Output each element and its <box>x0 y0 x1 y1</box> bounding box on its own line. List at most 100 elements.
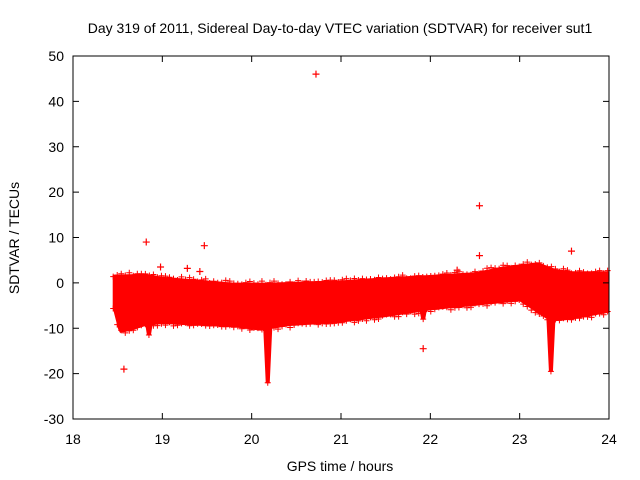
band-marker <box>592 268 599 275</box>
band-marker <box>556 268 563 275</box>
band-marker <box>520 301 527 308</box>
x-tick-label: 23 <box>512 431 528 447</box>
band-marker <box>375 274 382 281</box>
band-marker <box>351 319 358 326</box>
band-marker <box>258 278 265 285</box>
band-marker <box>379 312 386 319</box>
chart-title: Day 319 of 2011, Sidereal Day-to-day VTE… <box>88 20 593 36</box>
band-marker <box>110 273 117 280</box>
band-marker <box>114 272 121 279</box>
band-marker <box>520 261 527 268</box>
band-marker <box>174 277 181 284</box>
band-marker <box>118 327 125 334</box>
band-marker <box>480 300 487 307</box>
y-tick-label: -20 <box>44 366 64 382</box>
band-marker <box>130 327 137 334</box>
band-marker <box>427 308 434 315</box>
band-marker <box>242 323 249 330</box>
band-marker <box>222 323 229 330</box>
band-marker <box>335 278 342 285</box>
band-marker <box>528 307 535 314</box>
band-marker <box>186 274 193 281</box>
band-marker <box>319 320 326 327</box>
band-marker <box>584 313 591 320</box>
band-marker <box>467 304 474 311</box>
outlier-point <box>475 252 483 260</box>
band-marker <box>459 302 466 309</box>
band-marker <box>166 319 173 326</box>
y-tick-label: -30 <box>44 411 64 427</box>
plot-frame <box>72 55 610 420</box>
spike <box>263 327 273 384</box>
band-marker <box>122 329 129 336</box>
band-marker <box>504 262 511 269</box>
x-tick-label: 18 <box>65 431 81 447</box>
band-marker <box>435 304 442 311</box>
x-tick-label: 19 <box>155 431 171 447</box>
band-marker <box>214 322 221 329</box>
band-marker <box>516 263 523 270</box>
band-marker <box>303 277 310 284</box>
band-marker <box>447 271 454 278</box>
band-marker <box>552 265 559 272</box>
band-marker <box>423 273 430 280</box>
band-marker <box>367 314 374 321</box>
band-marker <box>234 323 241 330</box>
band-marker <box>508 300 515 307</box>
band-marker <box>250 280 257 287</box>
band-marker <box>271 278 277 285</box>
band-marker <box>275 326 282 333</box>
outlier-point <box>475 202 483 210</box>
band-marker <box>403 311 410 318</box>
band-marker <box>443 304 450 311</box>
band-marker <box>568 270 575 277</box>
band-marker <box>158 320 165 327</box>
band-marker <box>226 322 233 329</box>
band-marker <box>439 271 446 278</box>
band-marker <box>604 267 611 274</box>
band-marker <box>339 276 346 283</box>
band-marker <box>415 272 422 279</box>
band-marker <box>443 270 450 277</box>
band-marker <box>399 309 406 316</box>
band-marker <box>271 324 277 331</box>
band-marker <box>307 320 314 327</box>
band-marker <box>283 321 290 328</box>
band-marker <box>516 297 523 304</box>
y-tick-label: 0 <box>56 275 64 291</box>
ticks-layer: 18 19 20 21 22 23 24 -30 -20 -10 0 10 20 30 40 50 <box>44 48 617 447</box>
y-axis-label: SDTVAR / TECUs <box>6 182 22 294</box>
band-marker <box>588 270 595 277</box>
outlier-point <box>183 264 191 272</box>
band-marker <box>375 316 382 323</box>
band-marker <box>254 281 261 288</box>
outlier-point <box>157 263 165 271</box>
outlier-point <box>453 266 461 274</box>
band-marker <box>170 322 177 329</box>
band-marker <box>242 279 249 286</box>
band-marker <box>524 303 531 310</box>
band-marker <box>407 308 414 315</box>
band-marker <box>560 265 567 272</box>
band-marker <box>395 273 402 280</box>
band-marker <box>174 322 181 329</box>
band-marker <box>234 280 241 287</box>
band-marker <box>359 316 366 323</box>
band-marker <box>576 267 583 274</box>
band-marker <box>476 270 483 277</box>
band-marker <box>118 270 125 277</box>
band-marker <box>512 298 519 305</box>
band-marker <box>198 320 205 327</box>
band-marker <box>190 276 197 283</box>
band-marker <box>262 281 269 288</box>
band-marker <box>439 303 446 310</box>
band-marker <box>556 317 563 324</box>
y-tick-label: 30 <box>48 139 64 155</box>
band-marker <box>170 275 177 282</box>
band-marker <box>484 265 491 272</box>
band-marker <box>492 299 499 306</box>
x-axis-label: GPS time / hours <box>287 458 394 474</box>
band-marker <box>122 272 129 279</box>
band-marker <box>166 274 173 281</box>
band-marker <box>359 275 366 282</box>
